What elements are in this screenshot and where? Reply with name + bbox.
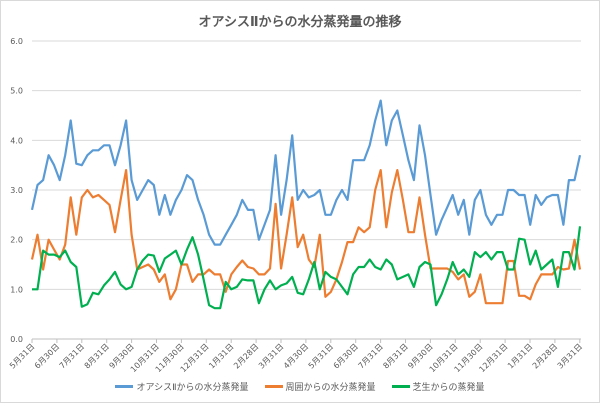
legend-swatch — [264, 385, 283, 388]
x-tick-label: 1月31日 — [207, 342, 235, 370]
x-tick-label: 2月28日 — [531, 342, 559, 370]
series-line-0 — [30, 99, 582, 246]
x-tick-label: 4月30日 — [282, 342, 310, 370]
x-tick-label: 5月31日 — [8, 342, 36, 370]
legend-label: オアシスⅡからの水分蒸発量 — [136, 383, 249, 393]
legend-swatch — [115, 385, 134, 388]
y-tick-label: 3.0 — [10, 186, 23, 195]
x-tick-label: 5月31日 — [307, 342, 335, 370]
legend-item: 周囲からの水分蒸発量 — [264, 380, 376, 393]
y-tick-label: 0.0 — [10, 335, 23, 344]
y-tick-label: 1.0 — [10, 285, 23, 294]
series-line-2 — [32, 226, 582, 310]
legend-label: 芝生からの蒸発量 — [412, 383, 485, 393]
legend-swatch — [391, 385, 410, 388]
y-tick-label: 6.0 — [10, 37, 23, 46]
x-tick-label: 2月28日 — [232, 342, 260, 370]
x-tick-label: 3月31日 — [556, 342, 584, 370]
x-tick-label: 7月31日 — [58, 342, 86, 370]
y-tick-label: 2.0 — [10, 236, 23, 245]
series-line-1 — [30, 169, 582, 305]
legend-item: オアシスⅡからの水分蒸発量 — [115, 380, 249, 393]
x-tick-label: 3月31日 — [257, 342, 285, 370]
x-tick-label: 1月31日 — [506, 342, 534, 370]
x-tick-label: 8月31日 — [381, 342, 409, 370]
legend: オアシスⅡからの水分蒸発量 周囲からの水分蒸発量 芝生からの蒸発量 — [1, 380, 599, 393]
x-tick-label: 7月31日 — [357, 342, 385, 370]
legend-label: 周囲からの水分蒸発量 — [285, 383, 376, 393]
y-tick-label: 5.0 — [10, 87, 23, 96]
y-tick-label: 4.0 — [10, 136, 23, 145]
chart-title: オアシスⅡからの水分蒸発量の推移 — [198, 15, 402, 30]
x-tick-label: 6月30日 — [33, 342, 61, 370]
x-tick-label: 8月31日 — [83, 342, 111, 370]
x-tick-label: 6月30日 — [332, 342, 360, 370]
legend-item: 芝生からの蒸発量 — [391, 380, 485, 393]
